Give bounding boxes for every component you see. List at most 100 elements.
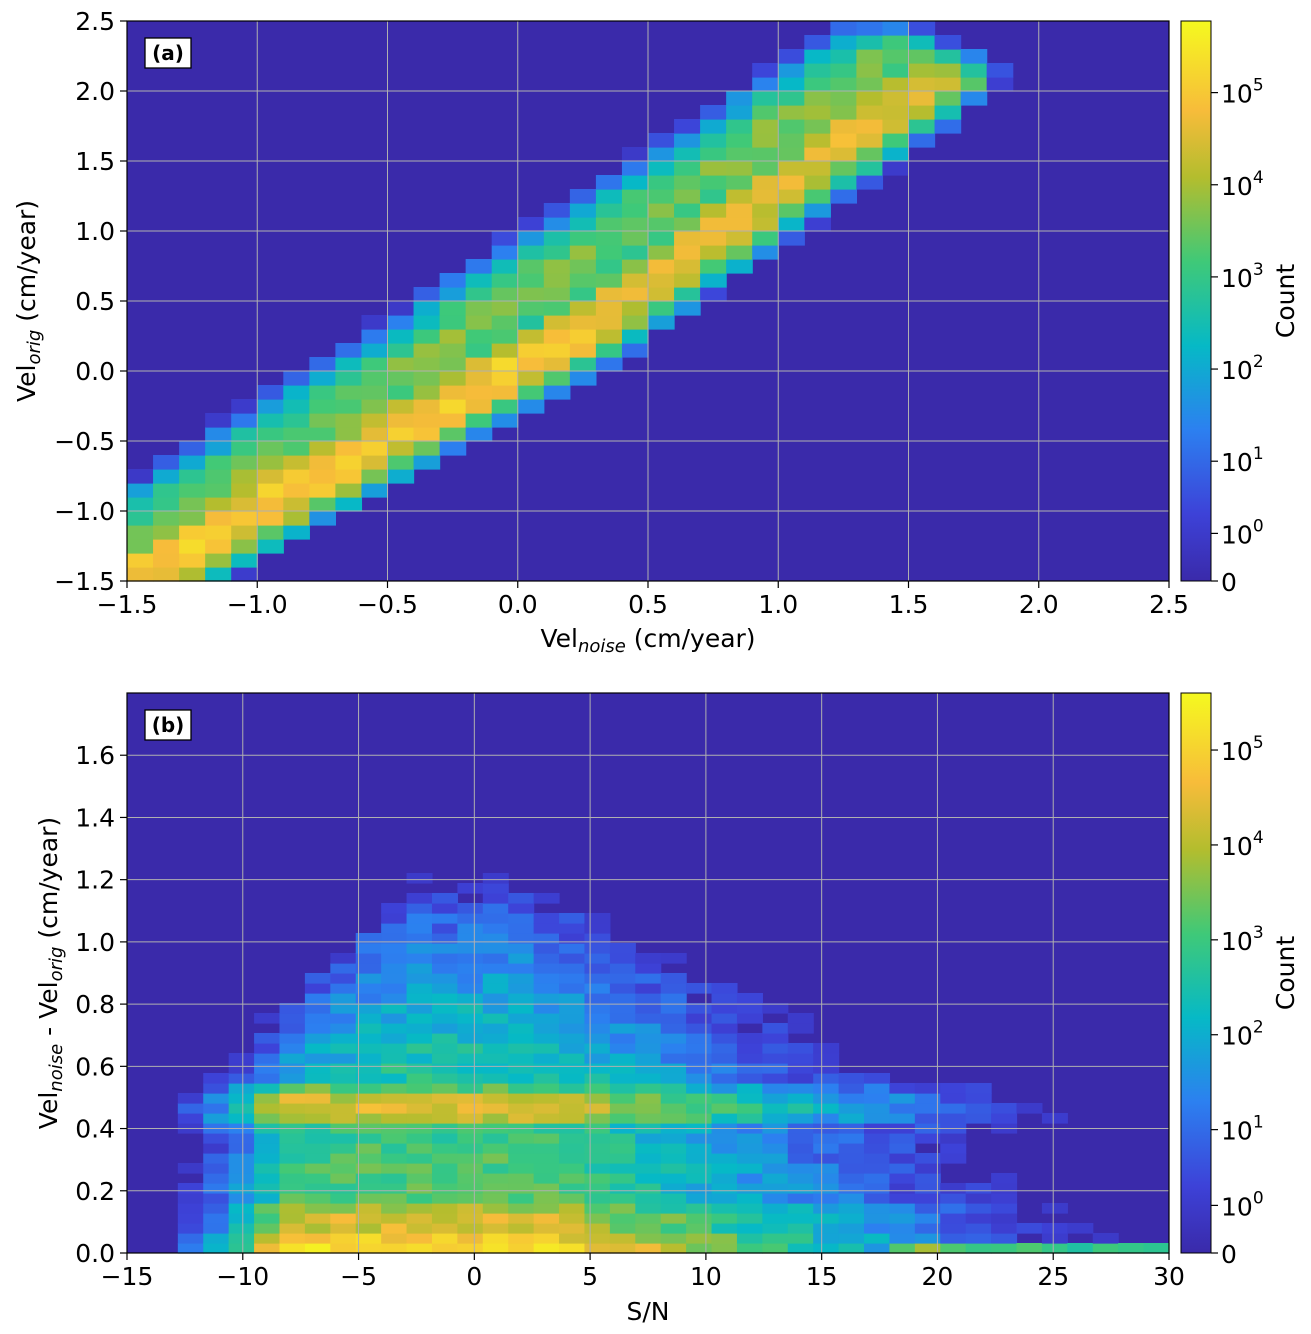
heatmap-cell [787, 1093, 814, 1104]
heatmap-cell [517, 329, 545, 344]
heatmap-cell [595, 343, 623, 358]
heatmap-cell [856, 161, 884, 176]
heatmap-cell [882, 133, 910, 148]
heatmap-cell [934, 35, 962, 50]
heatmap-cell [406, 1183, 433, 1194]
heatmap-cell [889, 1133, 916, 1144]
heatmap-cell [228, 1203, 255, 1214]
heatmap-cell [335, 371, 363, 386]
heatmap-cell [711, 1083, 738, 1094]
heatmap-cell [838, 1083, 865, 1094]
heatmap-cell [254, 1173, 281, 1184]
heatmap-cell [361, 385, 389, 400]
heatmap-cell [228, 1243, 255, 1254]
heatmap-cell [609, 973, 636, 984]
heatmap-cell [778, 217, 805, 232]
heatmap-cell [431, 1223, 458, 1234]
heatmap-cell [991, 1203, 1018, 1214]
heatmap-cell [231, 553, 258, 568]
heatmap-cell [609, 1083, 636, 1094]
heatmap-cell [309, 427, 336, 442]
heatmap-cell [330, 1113, 357, 1124]
heatmap-cell [127, 497, 154, 512]
heatmap-cell [177, 1163, 204, 1174]
heatmap-cell [431, 1073, 458, 1084]
heatmap-cell [457, 1243, 484, 1254]
heatmap-cell [231, 399, 258, 414]
heatmap-cell [914, 1193, 941, 1204]
heatmap-cell [203, 1173, 230, 1184]
heatmap-cell [355, 1033, 382, 1044]
colorbar-tick-label: 101 [1221, 1113, 1264, 1146]
heatmap-cell [279, 1103, 306, 1114]
heatmap-cell [609, 1073, 636, 1084]
heatmap-cell [762, 1233, 789, 1244]
heatmap-cell [231, 441, 258, 456]
heatmap-cell [711, 1053, 738, 1064]
heatmap-cell [279, 1243, 306, 1254]
heatmap-cell [700, 105, 727, 120]
heatmap-cell [736, 1113, 763, 1124]
heatmap-cell [355, 1103, 382, 1114]
heatmap-cell [508, 1063, 535, 1074]
heatmap-cell [609, 943, 636, 954]
heatmap-cell [482, 1223, 509, 1234]
heatmap-cell [711, 1213, 738, 1224]
heatmap-cell [838, 1073, 865, 1084]
heatmap-cell [257, 413, 284, 428]
heatmap-cell [254, 1163, 281, 1174]
heatmap-cell [595, 203, 623, 218]
heatmap-cell [254, 1013, 281, 1024]
heatmap-cell [856, 35, 884, 50]
heatmap-cell [254, 1133, 281, 1144]
heatmap-cell [711, 1023, 738, 1034]
heatmap-cell [804, 161, 831, 176]
heatmap-cell [330, 953, 357, 964]
heatmap-cell [355, 1023, 382, 1034]
heatmap-cell [457, 1203, 484, 1214]
heatmap-cell [940, 1243, 967, 1254]
heatmap-cell [569, 189, 597, 204]
heatmap-cell [813, 1223, 840, 1234]
heatmap-cell [482, 1213, 509, 1224]
heatmap-cell [361, 315, 389, 330]
heatmap-cell [660, 1233, 687, 1244]
heatmap-cell [381, 1243, 408, 1254]
y-tick-label: 0.5 [75, 287, 115, 316]
heatmap-cell [482, 1013, 509, 1024]
heatmap-cell [778, 63, 805, 78]
heatmap-cell [517, 343, 545, 358]
heatmap-cell [635, 1193, 662, 1204]
heatmap-cell [934, 105, 962, 120]
heatmap-cell [491, 343, 519, 358]
heatmap-cell [457, 923, 484, 934]
heatmap-cell [940, 1203, 967, 1214]
heatmap-cell [406, 993, 433, 1004]
heatmap-cell [457, 1053, 484, 1064]
heatmap-cell [406, 1023, 433, 1034]
heatmap-cell [508, 903, 535, 914]
x-tick-label: 10 [690, 1262, 722, 1291]
heatmap-cell [465, 413, 493, 428]
heatmap-cell [361, 357, 389, 372]
heatmap-cell [457, 1143, 484, 1154]
heatmap-cell [889, 1103, 916, 1114]
x-tick-label: −5 [340, 1262, 377, 1291]
heatmap-cell [787, 1213, 814, 1224]
heatmap-cell [335, 427, 363, 442]
heatmap-cell [533, 1013, 560, 1024]
heatmap-cell [457, 1133, 484, 1144]
heatmap-cell [381, 1193, 408, 1204]
heatmap-cell [609, 1203, 636, 1214]
heatmap-cell [413, 371, 441, 386]
heatmap-cell [482, 943, 509, 954]
heatmap-cell [813, 1063, 840, 1074]
heatmap-cell [228, 1113, 255, 1124]
heatmap-cell [543, 217, 571, 232]
heatmap-cell [660, 1103, 687, 1114]
heatmap-cell [559, 1073, 586, 1084]
heatmap-cell [279, 1143, 306, 1154]
heatmap-cell [1067, 1243, 1094, 1254]
colorbar-tick-label: 100 [1221, 1188, 1264, 1221]
heatmap-cell [508, 1013, 535, 1024]
